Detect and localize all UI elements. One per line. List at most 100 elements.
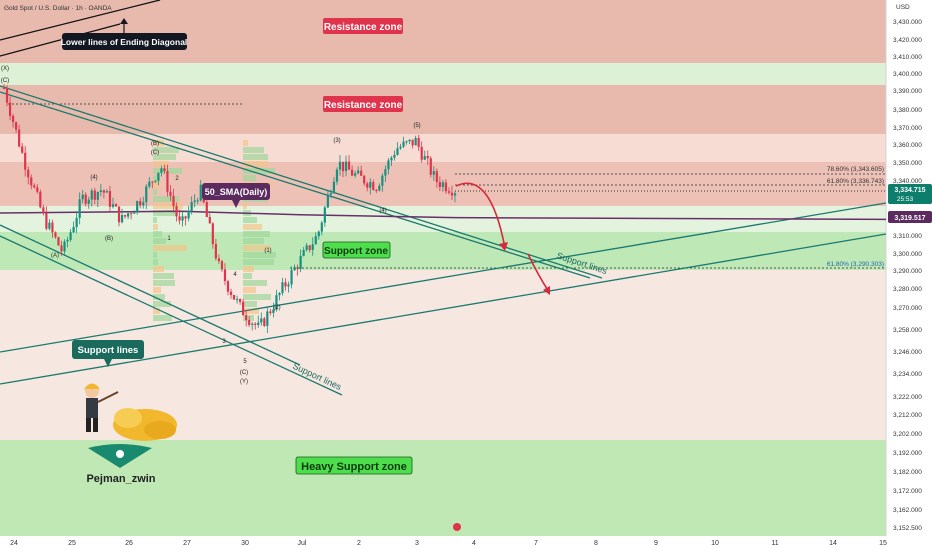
candle-body[interactable] — [75, 217, 78, 227]
candle-body[interactable] — [320, 222, 323, 232]
candle-body[interactable] — [205, 202, 208, 217]
candle-body[interactable] — [102, 190, 105, 193]
candle-body[interactable] — [51, 222, 54, 233]
candle-body[interactable] — [453, 193, 457, 196]
candle-body[interactable] — [402, 141, 405, 147]
candle-body[interactable] — [363, 175, 366, 184]
candle-body[interactable] — [417, 138, 420, 147]
candle-body[interactable] — [169, 191, 172, 196]
candle-body[interactable] — [269, 311, 272, 313]
candle-body[interactable] — [36, 187, 39, 192]
candle-body[interactable] — [139, 201, 142, 206]
candle-body[interactable] — [438, 181, 441, 188]
candle-body[interactable] — [181, 216, 184, 221]
candle-body[interactable] — [24, 152, 27, 170]
candle-body[interactable] — [108, 191, 112, 207]
candle-body[interactable] — [357, 170, 360, 174]
candle-body[interactable] — [60, 245, 63, 252]
candle-body[interactable] — [87, 199, 90, 204]
candle-body[interactable] — [84, 194, 87, 204]
candle-body[interactable] — [335, 169, 339, 182]
candle-body[interactable] — [127, 213, 130, 217]
candle-body[interactable] — [254, 323, 257, 325]
candle-body[interactable] — [275, 295, 278, 310]
candle-body[interactable] — [408, 139, 411, 142]
candle-body[interactable] — [329, 193, 332, 195]
candle-body[interactable] — [117, 206, 121, 223]
ending-diagonal-upper[interactable] — [0, 0, 161, 41]
candle-body[interactable] — [350, 169, 354, 176]
candle-body[interactable] — [396, 148, 399, 155]
candle-body[interactable] — [272, 309, 275, 313]
candle-body[interactable] — [178, 216, 181, 221]
candle-body[interactable] — [251, 323, 254, 325]
candle-body[interactable] — [287, 284, 290, 287]
candle-body[interactable] — [33, 185, 36, 188]
candle-body[interactable] — [341, 161, 345, 172]
candle-body[interactable] — [175, 206, 178, 217]
candle-body[interactable] — [39, 191, 42, 208]
candle-body[interactable] — [263, 318, 266, 326]
candle-body[interactable] — [151, 181, 154, 183]
candle-body[interactable] — [375, 189, 378, 191]
candle-body[interactable] — [123, 215, 127, 217]
candle-body[interactable] — [232, 294, 236, 300]
candle-body[interactable] — [172, 195, 175, 207]
candle-body[interactable] — [78, 199, 81, 218]
ending-diagonal-upper-2[interactable] — [0, 23, 121, 57]
candle-body[interactable] — [223, 269, 227, 282]
candle-body[interactable] — [360, 170, 363, 176]
candle-body[interactable] — [193, 200, 196, 203]
candle-body[interactable] — [130, 213, 133, 215]
candle-body[interactable] — [435, 171, 438, 182]
candle-body[interactable] — [90, 190, 93, 200]
candle-body[interactable] — [384, 169, 387, 176]
candle-body[interactable] — [332, 181, 336, 194]
candle-body[interactable] — [21, 146, 24, 153]
candle-body[interactable] — [199, 184, 202, 201]
diagonal-line-2[interactable] — [0, 91, 591, 279]
candle-body[interactable] — [444, 182, 448, 192]
candle-body[interactable] — [281, 282, 284, 293]
candle-body[interactable] — [290, 270, 293, 285]
candle-body[interactable] — [72, 226, 75, 233]
candle-body[interactable] — [166, 171, 169, 192]
candle-body[interactable] — [214, 244, 217, 259]
candle-body[interactable] — [414, 138, 417, 146]
candle-body[interactable] — [314, 236, 317, 245]
candle-body[interactable] — [299, 255, 302, 269]
candle-body[interactable] — [96, 191, 99, 200]
candle-body[interactable] — [30, 177, 33, 186]
candle-body[interactable] — [217, 258, 221, 262]
candle-body[interactable] — [229, 291, 233, 295]
candle-body[interactable] — [190, 202, 193, 211]
candle-body[interactable] — [354, 173, 357, 176]
candle-body[interactable] — [426, 156, 429, 159]
candle-body[interactable] — [57, 237, 60, 246]
candle-body[interactable] — [145, 186, 148, 203]
candle-body[interactable] — [284, 282, 287, 287]
candle-body[interactable] — [317, 231, 320, 237]
candle-body[interactable] — [266, 311, 269, 326]
candle-body[interactable] — [308, 245, 311, 251]
candle-body[interactable] — [18, 129, 21, 147]
candle-body[interactable] — [423, 156, 426, 160]
rising-support-line-2[interactable] — [0, 233, 887, 385]
candle-body[interactable] — [323, 207, 326, 223]
candle-body[interactable] — [42, 207, 45, 213]
candle-body[interactable] — [142, 202, 145, 206]
candle-body[interactable] — [163, 168, 166, 172]
candle-body[interactable] — [93, 190, 96, 200]
candle-body[interactable] — [63, 241, 66, 252]
candle-body[interactable] — [5, 88, 9, 103]
candle-body[interactable] — [447, 191, 451, 193]
candle-body[interactable] — [450, 192, 454, 196]
candle-body[interactable] — [235, 299, 239, 301]
candle-body[interactable] — [344, 161, 348, 172]
candle-body[interactable] — [48, 222, 51, 229]
candle-body[interactable] — [69, 232, 72, 240]
candle-body[interactable] — [399, 146, 402, 149]
candle-body[interactable] — [196, 200, 199, 202]
support-line-lower-2[interactable] — [0, 235, 343, 396]
